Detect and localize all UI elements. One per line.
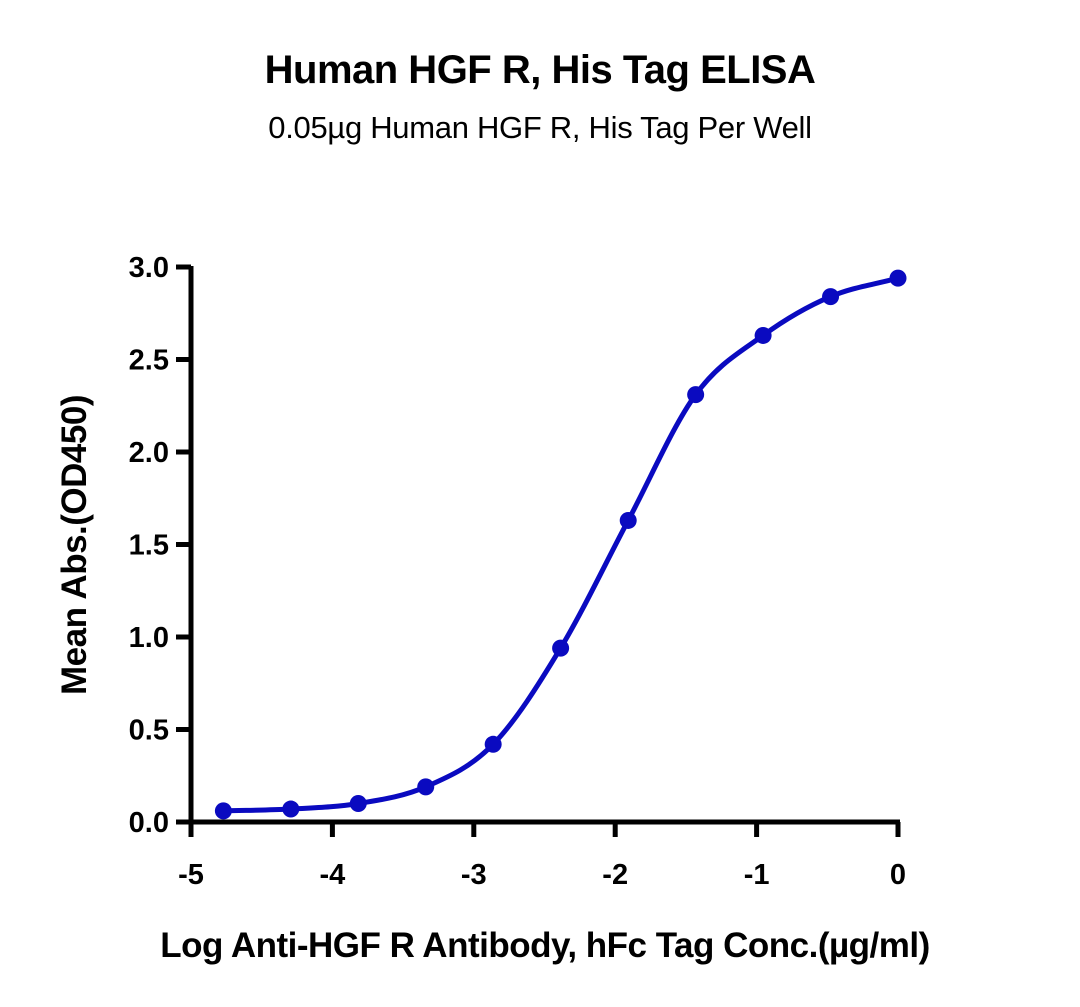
x-tick-label: -1	[744, 859, 770, 891]
x-axis-label: Log Anti-HGF R Antibody, hFc Tag Conc.(µ…	[160, 926, 930, 965]
data-point	[552, 639, 570, 657]
x-tick-label: 0	[890, 859, 906, 891]
data-point	[214, 802, 232, 820]
y-tick-label: 1.0	[129, 622, 169, 654]
y-tick-label: 2.0	[129, 437, 169, 469]
data-point	[282, 800, 300, 818]
x-tick-label: -2	[602, 859, 628, 891]
x-tick-label: -5	[178, 859, 204, 891]
chart-subtitle: 0.05µg Human HGF R, His Tag Per Well	[268, 110, 812, 145]
axes: 0.0 0.5 1.0 1.5 2.0 2.5 3.0 -5 -4 -3 -2 -1 0	[129, 252, 906, 891]
x-tick-label: -3	[461, 859, 487, 891]
y-axis-label: Mean Abs.(OD450)	[55, 395, 94, 695]
data-point	[754, 326, 772, 344]
sigmoid-fit-line	[220, 275, 901, 814]
chart-title: Human HGF R, His Tag ELISA	[264, 48, 816, 92]
data-point	[889, 269, 907, 287]
data-point	[349, 795, 367, 812]
data-point	[687, 386, 705, 404]
y-tick-label: 3.0	[129, 252, 169, 284]
data-points	[214, 269, 907, 820]
y-tick-label: 2.5	[129, 345, 169, 377]
x-tick-label: -4	[320, 859, 346, 891]
data-point	[822, 288, 840, 306]
y-tick-label: 1.5	[129, 530, 169, 562]
y-tick-label: 0.5	[129, 715, 169, 747]
data-point	[484, 735, 502, 753]
data-point	[619, 511, 637, 529]
y-tick-label: 0.0	[129, 807, 169, 839]
fit-curve	[220, 275, 901, 814]
data-point	[417, 778, 435, 796]
